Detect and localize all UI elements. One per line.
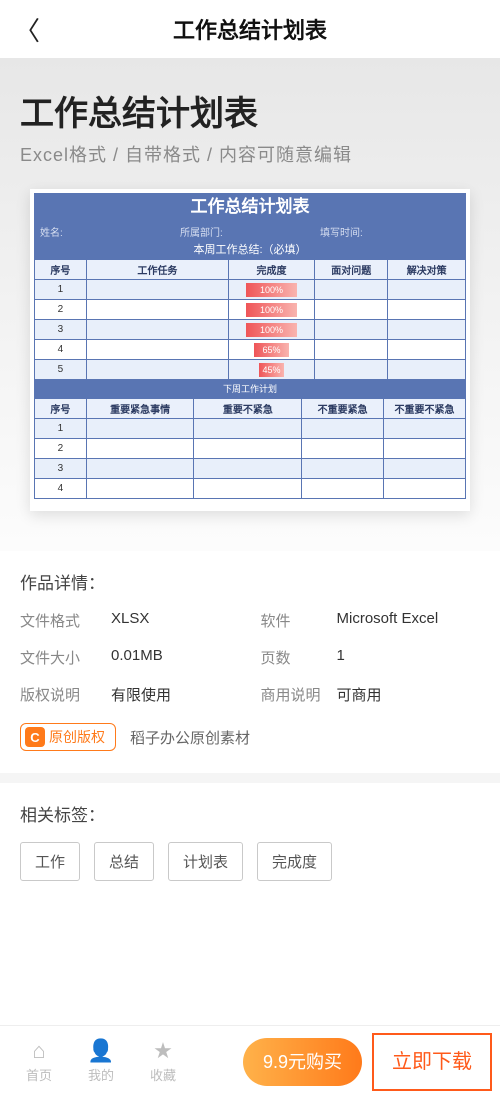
c-icon: C xyxy=(25,727,45,747)
origin-badge: C 原创版权 xyxy=(20,723,116,751)
tag[interactable]: 计划表 xyxy=(168,842,243,881)
th: 完成度 xyxy=(228,260,314,280)
th: 序号 xyxy=(35,260,87,280)
table-row: 2 xyxy=(35,439,466,459)
download-button[interactable]: 立即下载 xyxy=(372,1033,492,1091)
detail-key: 版权说明 xyxy=(20,684,105,705)
th: 不重要紧急 xyxy=(302,399,384,419)
tags-section: 相关标签： 工作 总结 计划表 完成度 xyxy=(0,783,500,885)
th: 工作任务 xyxy=(86,260,228,280)
table-row: 4 xyxy=(35,479,466,499)
th: 序号 xyxy=(35,399,87,419)
detail-key: 页数 xyxy=(261,647,331,668)
progress-bar: 100% xyxy=(246,303,297,317)
table-row: 3 xyxy=(35,459,466,479)
meta-dept: 所属部门: xyxy=(180,224,320,239)
home-icon: ⌂ xyxy=(10,1039,68,1065)
preview-band-1: 本周工作总结:（必填） xyxy=(34,241,466,259)
preview-table-1: 序号 工作任务 完成度 面对问题 解决对策 1100% 2100% 3100% … xyxy=(34,259,466,380)
bottom-nav: ⌂ 首页 👤 我的 ★ 收藏 xyxy=(0,1039,192,1084)
detail-value: XLSX xyxy=(111,610,255,631)
table-header-row: 序号 重要紧急事情 重要不紧急 不重要紧急 不重要不紧急 xyxy=(35,399,466,419)
bottom-bar: ⌂ 首页 👤 我的 ★ 收藏 9.9元购买 立即下载 xyxy=(0,1025,500,1097)
nav-fav[interactable]: ★ 收藏 xyxy=(134,1039,192,1084)
table-row: 1100% xyxy=(35,280,466,300)
preview-band-2: 下周工作计划 xyxy=(34,380,466,398)
progress-bar: 65% xyxy=(254,343,290,357)
hero-subtitle: Excel格式 / 自带格式 / 内容可随意编辑 xyxy=(20,141,480,167)
nav-home[interactable]: ⌂ 首页 xyxy=(10,1039,68,1084)
hero: 工作总结计划表 Excel格式 / 自带格式 / 内容可随意编辑 工作总结计划表… xyxy=(0,58,500,551)
origin-badge-text: 原创版权 xyxy=(49,727,105,747)
nav-label: 首页 xyxy=(10,1065,68,1084)
page-title: 工作总结计划表 xyxy=(14,13,486,45)
tags-heading: 相关标签： xyxy=(20,801,480,826)
detail-value: 有限使用 xyxy=(111,684,255,705)
star-icon: ★ xyxy=(134,1039,192,1065)
th: 重要紧急事情 xyxy=(86,399,194,419)
detail-key: 软件 xyxy=(261,610,331,631)
hero-title: 工作总结计划表 xyxy=(20,86,480,135)
tag[interactable]: 工作 xyxy=(20,842,80,881)
detail-value: Microsoft Excel xyxy=(337,610,481,631)
tag[interactable]: 完成度 xyxy=(257,842,332,881)
detail-value: 可商用 xyxy=(337,684,481,705)
detail-key: 商用说明 xyxy=(261,684,331,705)
nav-mine[interactable]: 👤 我的 xyxy=(72,1039,130,1084)
table-row: 545% xyxy=(35,360,466,380)
buy-button[interactable]: 9.9元购买 xyxy=(243,1038,362,1086)
table-header-row: 序号 工作任务 完成度 面对问题 解决对策 xyxy=(35,260,466,280)
detail-key: 文件格式 xyxy=(20,610,105,631)
detail-value: 0.01MB xyxy=(111,647,255,668)
th: 解决对策 xyxy=(388,260,466,280)
table-row: 1 xyxy=(35,419,466,439)
progress-bar: 100% xyxy=(246,283,297,297)
th: 不重要不紧急 xyxy=(384,399,466,419)
progress-bar: 100% xyxy=(246,323,297,337)
meta-time: 填写时间: xyxy=(320,224,460,239)
document-preview: 工作总结计划表 姓名: 所属部门: 填写时间: 本周工作总结:（必填） 序号 工… xyxy=(30,189,470,511)
detail-key: 文件大小 xyxy=(20,647,105,668)
progress-bar: 45% xyxy=(259,363,285,377)
nav-label: 我的 xyxy=(72,1065,130,1084)
table-row: 2100% xyxy=(35,300,466,320)
meta-name: 姓名: xyxy=(40,224,180,239)
detail-value: 1 xyxy=(337,647,481,668)
table-row: 465% xyxy=(35,340,466,360)
details-grid: 文件格式 XLSX 软件 Microsoft Excel 文件大小 0.01MB… xyxy=(20,610,480,705)
origin-text: 稻子办公原创素材 xyxy=(130,727,250,748)
nav-label: 收藏 xyxy=(134,1065,192,1084)
preview-table-2: 序号 重要紧急事情 重要不紧急 不重要紧急 不重要不紧急 1 2 3 4 xyxy=(34,398,466,499)
th: 重要不紧急 xyxy=(194,399,302,419)
user-icon: 👤 xyxy=(72,1039,130,1065)
details-heading: 作品详情： xyxy=(20,569,480,594)
details-section: 作品详情： 文件格式 XLSX 软件 Microsoft Excel 文件大小 … xyxy=(0,551,500,755)
th: 面对问题 xyxy=(315,260,388,280)
table-row: 3100% xyxy=(35,320,466,340)
preview-meta: 姓名: 所属部门: 填写时间: xyxy=(34,221,466,241)
top-bar: 〈 工作总结计划表 xyxy=(0,0,500,58)
origin-row: C 原创版权 稻子办公原创素材 xyxy=(20,723,480,751)
tag[interactable]: 总结 xyxy=(94,842,154,881)
tags-list: 工作 总结 计划表 完成度 xyxy=(20,842,480,881)
preview-title: 工作总结计划表 xyxy=(34,193,466,221)
divider xyxy=(0,773,500,783)
